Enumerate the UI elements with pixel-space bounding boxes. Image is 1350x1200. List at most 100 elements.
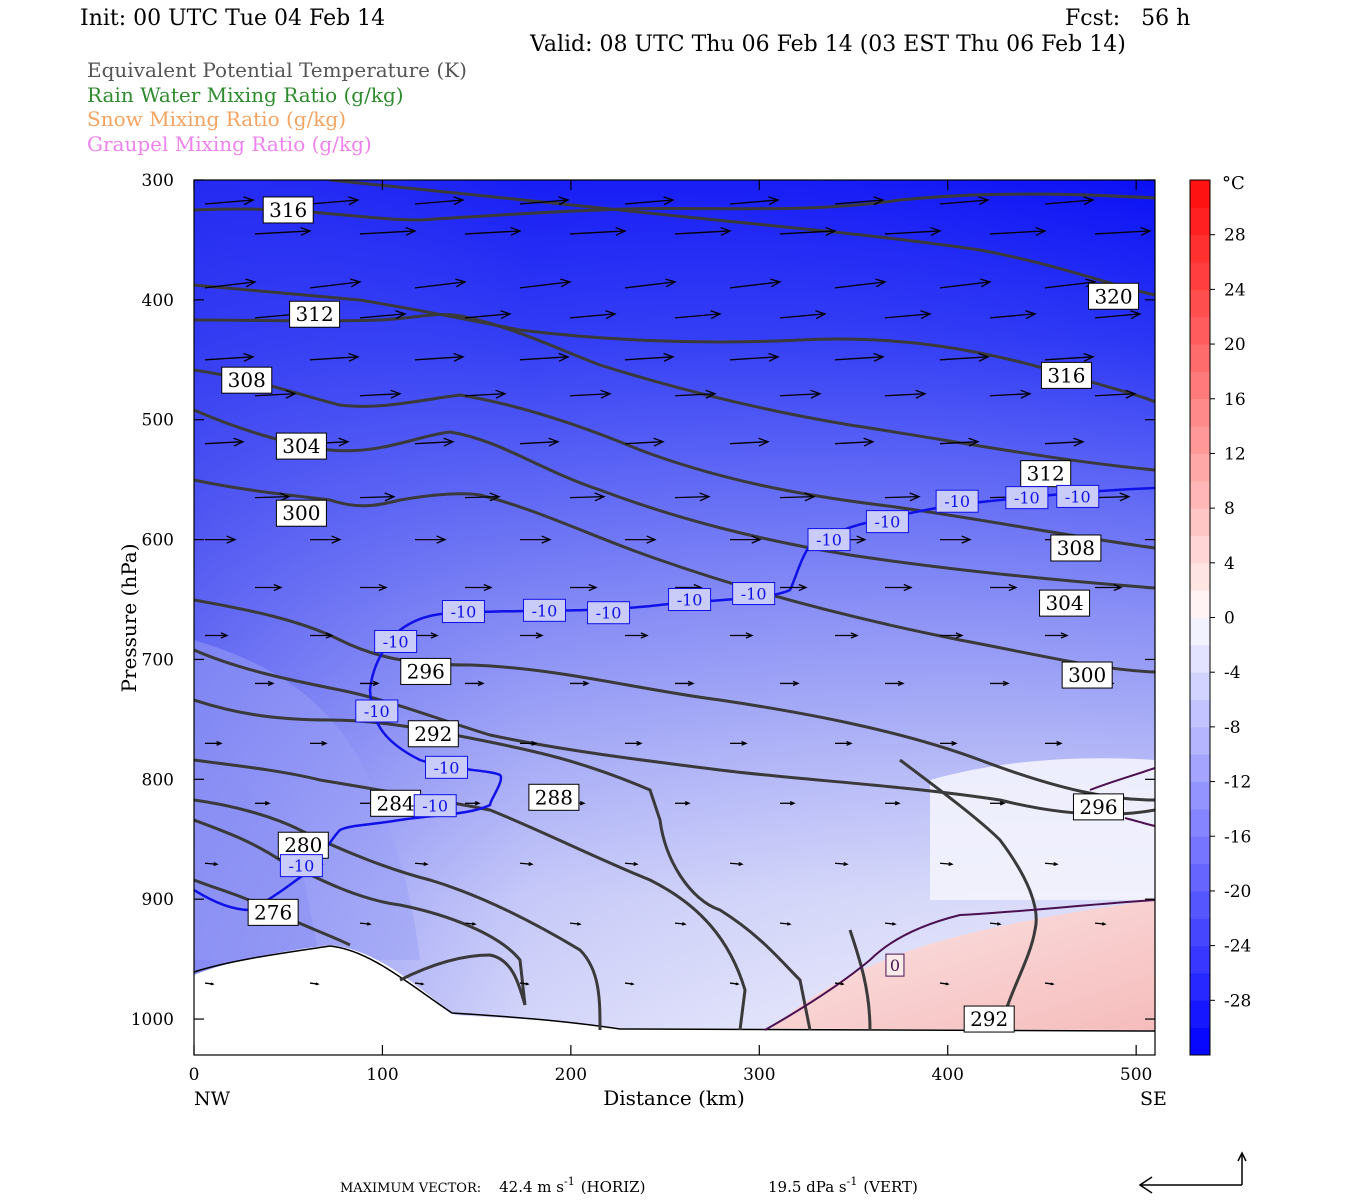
wind-vector-head <box>856 535 867 544</box>
wind-vector-head <box>605 310 617 320</box>
colorbar-swatch <box>1190 590 1210 618</box>
wind-vector-head <box>741 740 748 746</box>
colorbar-swatch <box>1190 726 1210 755</box>
wind-vector <box>414 199 464 205</box>
colorbar-swatch <box>1190 344 1210 372</box>
wind-vector <box>884 495 920 499</box>
x-endpoint-se: SE <box>1140 1088 1167 1110</box>
svg-text:-10: -10 <box>741 585 767 604</box>
wind-vector <box>519 441 559 445</box>
colorbar-swatch <box>1190 699 1210 728</box>
wind-vector <box>1044 199 1094 205</box>
wind-vector-head <box>420 982 425 986</box>
svg-text:292: 292 <box>970 1007 1008 1031</box>
wind-vector <box>309 281 361 289</box>
wind-vectors <box>204 196 1152 986</box>
wind-vector-head <box>945 982 950 986</box>
wind-vector <box>309 199 359 205</box>
theta-e-label: 292 <box>407 720 459 748</box>
wind-vector-head <box>1060 632 1069 639</box>
colorbar-tick-label: 8 <box>1224 499 1235 519</box>
colorbar-swatch <box>1190 262 1210 290</box>
wind-vector <box>359 922 371 925</box>
colorbar-swatch <box>1190 1027 1210 1056</box>
theta-e-label: 300 <box>275 499 327 527</box>
wind-vector <box>464 230 521 235</box>
contour-312 <box>194 313 1155 472</box>
wind-vector-head <box>875 278 887 288</box>
y-axis: 300 400 500 600 700 800 900 1000 <box>131 171 1155 1030</box>
vert-exp: -1 <box>847 1175 858 1188</box>
wind-vector-head <box>978 196 990 206</box>
wind-vector-head <box>840 982 845 986</box>
wind-vector-head <box>279 492 291 502</box>
wind-vector-head <box>1083 352 1095 362</box>
horiz-exp: -1 <box>564 1175 575 1188</box>
wind-vector-head <box>999 801 1006 806</box>
x-tick-label: 500 <box>1120 1065 1152 1085</box>
colorbar-tick-label: -20 <box>1224 882 1251 902</box>
svg-text:-10: -10 <box>944 492 970 511</box>
wind-vector-head <box>489 492 501 502</box>
colorbar-tick-label: -12 <box>1224 773 1251 793</box>
wind-vector-head <box>264 801 271 806</box>
wind-vector <box>624 281 676 289</box>
isotherm-label: -10 <box>732 582 776 606</box>
colorbar-swatch <box>1190 754 1210 783</box>
y-tick-label: 300 <box>142 171 174 191</box>
svg-text:-10: -10 <box>434 758 460 777</box>
colorbar-tick-label: -4 <box>1224 663 1241 683</box>
wind-vector <box>729 281 781 289</box>
svg-text:-10: -10 <box>451 603 477 622</box>
colorbar-swatch <box>1190 945 1210 974</box>
svg-text:-10: -10 <box>875 513 901 532</box>
colorbar-swatch <box>1190 672 1210 701</box>
wind-vector-head <box>338 437 350 447</box>
theta-e-label: 320 <box>1088 282 1140 310</box>
wind-vector-head <box>1119 492 1131 502</box>
wind-vector-head <box>325 632 334 639</box>
wind-vector-head <box>699 492 711 502</box>
isotherm-label: -10 <box>807 528 851 552</box>
colorbar-tick-label: 20 <box>1224 335 1246 355</box>
colorbar-swatch <box>1190 918 1210 947</box>
x-tick-label: 0 <box>189 1065 200 1085</box>
wind-vector-head <box>825 226 837 236</box>
wind-vector-head <box>471 922 477 926</box>
wind-vector-head <box>331 535 342 544</box>
wind-vector <box>1094 230 1151 235</box>
wind-vector-head <box>903 583 913 592</box>
wind-vector-head <box>405 226 417 236</box>
wind-vector <box>359 495 395 499</box>
colorbar-swatch <box>1190 863 1210 892</box>
legend-snow: Snow Mixing Ratio (g/kg) <box>87 107 346 131</box>
wind-vector-head <box>909 492 921 502</box>
wind-vector-head <box>348 196 360 206</box>
wind-vector-head <box>558 196 570 206</box>
wind-vector <box>624 862 638 865</box>
wind-vector <box>1094 393 1136 397</box>
colorbar-swatch <box>1190 890 1210 919</box>
theta-e-label: 316 <box>1040 361 1092 389</box>
wind-vector-head <box>213 861 219 866</box>
wind-vector-head <box>366 922 372 926</box>
wind-vector-head <box>1020 389 1032 399</box>
colorbar-swatch <box>1190 1000 1210 1029</box>
wind-vector <box>204 862 218 865</box>
isotherm-label: -10 <box>279 854 323 878</box>
wind-vector-head <box>978 352 990 362</box>
wind-vector <box>779 230 836 235</box>
colorbar-unit: °C <box>1222 173 1245 194</box>
contour-304 <box>194 408 1155 590</box>
wind-vector-head <box>588 583 598 592</box>
x-tick-label: 400 <box>931 1065 963 1085</box>
wind-vector <box>519 281 571 289</box>
theta-e-label: 308 <box>221 366 273 394</box>
legend-rain: Rain Water Mixing Ratio (g/kg) <box>87 83 404 107</box>
wind-vector-head <box>663 196 675 206</box>
wind-vector-head <box>243 352 255 362</box>
colorbar-swatch <box>1190 562 1210 591</box>
wind-vector <box>939 441 979 445</box>
wind-vector-head <box>531 740 538 746</box>
wind-vector-head <box>300 226 312 236</box>
